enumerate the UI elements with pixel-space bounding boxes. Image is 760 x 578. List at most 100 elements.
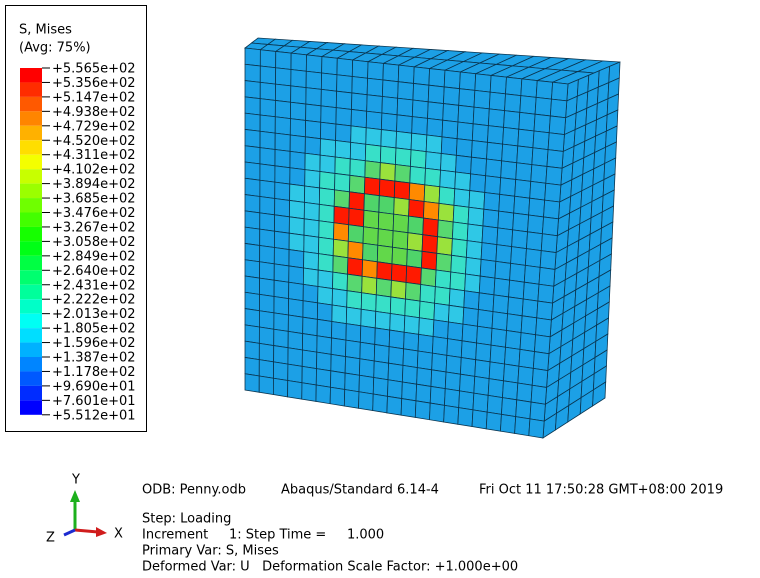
mesh-front-cell <box>259 114 276 134</box>
mesh-front-cell <box>541 216 559 237</box>
legend-swatch <box>20 125 42 141</box>
mesh-front-cell <box>317 253 334 273</box>
mesh-front-cell <box>387 379 403 400</box>
mesh-front-cell <box>529 401 546 422</box>
mesh-front-cell <box>501 397 518 418</box>
mesh-front-cell <box>549 98 568 119</box>
mesh-front-cell <box>402 348 419 369</box>
mesh-front-cell <box>288 216 305 236</box>
mesh-front-cell <box>305 70 323 90</box>
mesh-front-cell <box>520 78 538 98</box>
mesh-front-cell <box>482 208 500 229</box>
mesh-front-cell <box>333 205 350 226</box>
mesh-front-cell <box>303 201 320 222</box>
mesh-front-cell <box>479 258 497 279</box>
legend-label: +2.431e+02 <box>52 278 136 293</box>
mesh-front-cell <box>315 384 331 405</box>
mesh-front-cell <box>466 223 484 244</box>
mesh-front-cell <box>331 304 348 325</box>
mesh-front-cell <box>423 184 441 204</box>
mesh-front-cell <box>500 413 517 434</box>
mesh-front-cell <box>439 169 456 190</box>
legend-scale: +5.565e+02+5.356e+02+5.147e+02+4.938e+02… <box>20 62 136 423</box>
mesh-front-cell <box>537 283 555 304</box>
mesh-front-cell <box>507 296 524 317</box>
legend-label: +4.938e+02 <box>52 105 136 120</box>
mesh-front-cell <box>288 232 305 253</box>
mesh-front-cell <box>481 225 499 246</box>
mesh-front-cell <box>403 331 420 352</box>
mesh-front-cell <box>480 242 498 262</box>
legend-swatch <box>20 226 42 242</box>
mesh-front-cell <box>302 267 319 287</box>
mesh-front-cell <box>400 398 417 418</box>
mesh-front-cell <box>373 343 390 364</box>
mesh-front-cell <box>366 94 383 114</box>
legend-label: +7.601e+01 <box>52 394 136 409</box>
mesh-front-cell <box>288 298 304 318</box>
mesh-front-cell <box>364 143 382 164</box>
triad-z-label: Z <box>46 531 55 546</box>
mesh-front-cell <box>344 356 361 376</box>
mesh-front-cell <box>359 358 375 378</box>
mesh-front-cell <box>421 234 438 254</box>
mesh-front-cell <box>538 266 556 287</box>
mesh-front-cell <box>545 165 563 186</box>
mesh-front-cell <box>485 411 502 432</box>
mesh-front-cell <box>518 111 536 132</box>
mesh-front-cell <box>471 140 488 160</box>
legend-label: +1.178e+02 <box>52 365 136 380</box>
mesh-front-cell <box>304 152 321 172</box>
mesh-front-cell <box>396 114 413 134</box>
mesh-front-cell <box>455 138 473 158</box>
info-date: Fri Oct 11 17:50:28 GMT+08:00 2019 <box>479 483 723 498</box>
mesh-front-cell <box>486 141 504 162</box>
mesh-front-cell <box>428 68 446 88</box>
mesh-front-cell <box>366 77 384 97</box>
legend-label: +3.685e+02 <box>52 192 136 207</box>
mesh-front-cell <box>377 211 395 232</box>
legend-label: +9.690e+01 <box>52 379 136 394</box>
mesh-front-cell <box>442 103 460 123</box>
mesh-front-cell <box>505 330 522 350</box>
legend-label: +4.102e+02 <box>52 163 136 178</box>
legend-swatch <box>20 140 42 155</box>
mesh-front-cell <box>427 101 444 121</box>
legend-swatch <box>20 328 42 343</box>
mesh-front-cell <box>316 318 333 339</box>
mesh-front-cell <box>321 56 338 76</box>
mesh-front-cell <box>437 219 454 240</box>
mesh-front-cell <box>500 160 518 180</box>
legend-swatch <box>20 68 42 83</box>
mesh-front-cell <box>504 93 522 113</box>
mesh-front-cell <box>409 165 426 186</box>
mesh-front-cell <box>358 391 374 412</box>
legend-swatch <box>20 400 42 415</box>
legend-label: +1.596e+02 <box>52 336 136 351</box>
mesh-front-cell <box>544 182 562 203</box>
mesh-front-cell <box>534 334 551 355</box>
mesh-front-cell <box>487 125 505 145</box>
mesh-front-cell <box>464 273 481 294</box>
mesh-front-cell <box>393 197 410 217</box>
legend-label: +1.805e+02 <box>52 322 136 337</box>
mesh-front-cell <box>304 169 321 189</box>
mesh-front-cell <box>518 348 535 369</box>
legend-swatch <box>20 111 42 126</box>
mesh-front-cell <box>320 72 338 92</box>
mesh-front-cell <box>362 226 379 246</box>
mesh-front-cell <box>358 374 375 395</box>
mesh-front-cell <box>492 294 510 315</box>
mesh-front-cell <box>273 263 290 283</box>
mesh-front-cell <box>359 325 376 345</box>
mesh-front-cell <box>404 298 421 319</box>
mesh-front-cell <box>483 192 501 212</box>
mesh-front-cell <box>417 333 434 354</box>
mesh-front-cell <box>425 151 442 171</box>
mesh-front-cell <box>457 104 475 125</box>
mesh-front-cell <box>551 81 569 102</box>
info-deformed: Deformed Var: U Deformation Scale Factor… <box>142 560 518 575</box>
mesh-front-cell <box>460 340 478 361</box>
mesh-front-cell <box>427 84 445 105</box>
legend-swatch <box>20 96 42 112</box>
